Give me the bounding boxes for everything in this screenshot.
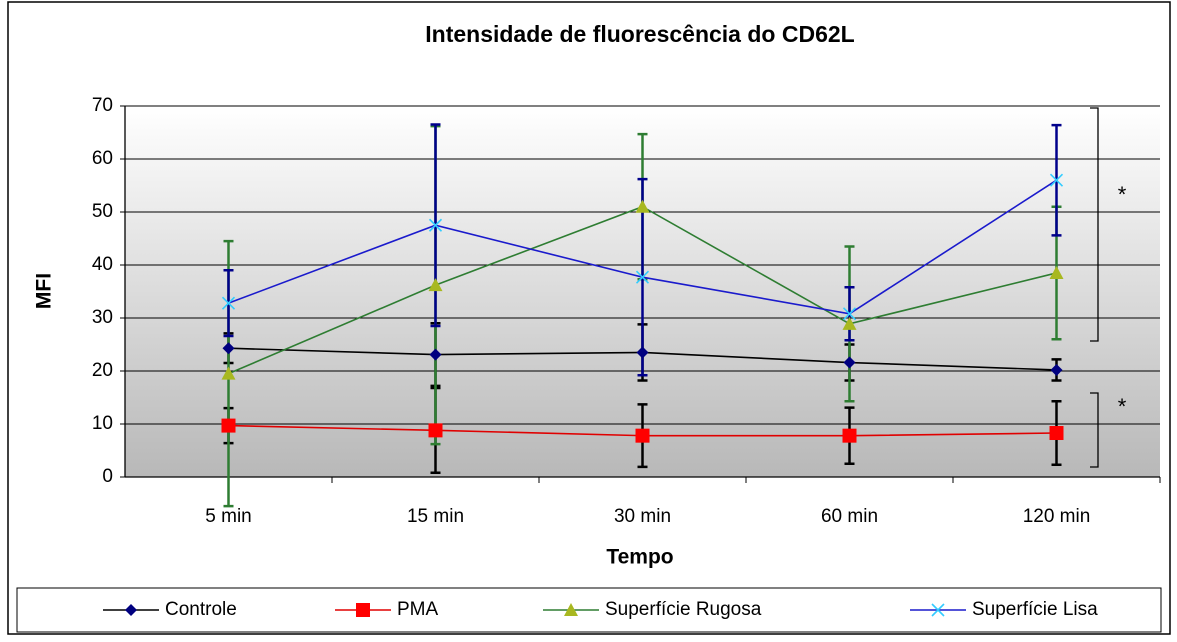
marker: [931, 603, 945, 617]
marker: [1049, 426, 1064, 441]
y-tick-label: 50: [92, 201, 113, 222]
legend-label: PMA: [397, 599, 439, 620]
marker: [842, 307, 857, 321]
x-tick-label: 5 min: [205, 506, 251, 527]
marker: [356, 603, 370, 617]
marker: [635, 428, 650, 443]
y-axis-label: MFI: [33, 273, 56, 309]
x-axis-label: Tempo: [606, 546, 673, 569]
marker: [842, 316, 857, 330]
annotation: *: [1118, 394, 1127, 419]
y-tick-label: 40: [92, 254, 113, 275]
marker: [428, 423, 443, 438]
bracket: [1090, 107, 1099, 342]
marker: [1049, 265, 1064, 279]
marker: [843, 356, 856, 369]
y-tick-label: 0: [102, 466, 113, 487]
marker: [428, 278, 443, 292]
marker: [1049, 173, 1064, 187]
marker: [221, 366, 236, 380]
marker: [428, 218, 443, 232]
marker: [429, 348, 442, 361]
marker: [635, 199, 650, 213]
marker: [125, 604, 137, 616]
marker: [1050, 363, 1063, 376]
y-tick-label: 70: [92, 95, 113, 116]
x-tick-label: 30 min: [614, 506, 671, 527]
y-tick-label: 30: [92, 307, 113, 328]
legend-label: Superfície Lisa: [972, 599, 1098, 620]
annotation: *: [1118, 182, 1127, 207]
y-tick-label: 60: [92, 148, 113, 169]
marker: [842, 428, 857, 443]
marker: [635, 270, 650, 284]
x-tick-label: 15 min: [407, 506, 464, 527]
marker: [221, 296, 236, 310]
legend-label: Controle: [165, 599, 237, 620]
y-tick-label: 10: [92, 413, 113, 434]
legend-label: Superfície Rugosa: [605, 599, 762, 620]
chart-title: Intensidade de fluorescência do CD62L: [425, 21, 854, 47]
bracket: [1090, 392, 1099, 468]
marker: [221, 418, 236, 433]
y-tick-label: 20: [92, 360, 113, 381]
marker: [222, 342, 235, 355]
x-tick-label: 60 min: [821, 506, 878, 527]
marker: [636, 346, 649, 359]
x-tick-label: 120 min: [1023, 506, 1091, 527]
marker: [564, 603, 578, 616]
